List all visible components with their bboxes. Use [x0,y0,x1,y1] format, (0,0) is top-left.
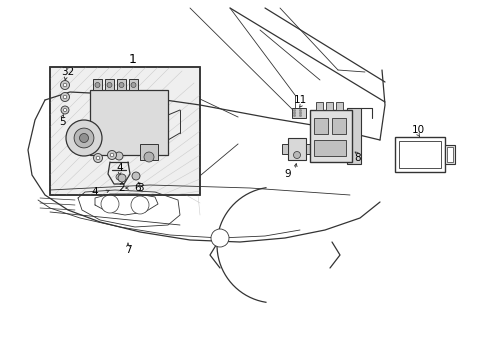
Circle shape [131,196,149,214]
Circle shape [293,110,295,111]
Text: 6: 6 [134,183,141,193]
Bar [444,145,454,164]
Text: 3: 3 [137,183,143,193]
Circle shape [107,82,112,87]
Bar [291,108,305,118]
Bar [50,67,200,195]
Bar [105,79,114,90]
Circle shape [63,83,67,87]
Circle shape [131,82,136,87]
Bar [446,147,452,162]
Text: 8: 8 [354,153,361,163]
Circle shape [80,134,88,143]
Bar [325,102,332,110]
Circle shape [210,229,228,247]
Circle shape [66,120,102,156]
Circle shape [299,112,301,114]
Circle shape [299,110,301,111]
Circle shape [115,152,123,160]
Bar [90,90,168,155]
Text: 2: 2 [119,183,125,193]
Text: 5: 5 [59,117,65,127]
Text: 4: 4 [92,187,98,197]
Circle shape [293,115,295,116]
Circle shape [63,95,67,99]
Circle shape [107,150,116,159]
Text: 1: 1 [128,53,136,66]
Text: 9: 9 [284,169,291,179]
Bar [129,79,138,90]
Bar [313,118,327,134]
Circle shape [132,172,140,180]
Circle shape [116,174,122,180]
Bar [346,108,360,164]
Circle shape [63,108,66,112]
Circle shape [110,153,114,157]
Bar [282,144,287,154]
Circle shape [61,81,69,90]
Circle shape [119,82,124,87]
Circle shape [293,112,295,114]
Bar [398,141,440,168]
Circle shape [61,106,69,114]
Bar [50,67,200,195]
Bar [315,102,323,110]
Circle shape [95,82,100,87]
Bar [394,137,444,172]
Bar [331,118,346,134]
Text: 10: 10 [410,125,424,135]
Circle shape [118,174,126,182]
Circle shape [96,156,100,160]
Circle shape [101,195,119,213]
Bar [335,102,342,110]
Text: 7: 7 [124,245,131,255]
Bar [309,110,351,162]
Text: 32: 32 [61,67,75,77]
Bar [287,138,305,160]
Bar [313,140,346,156]
Bar [305,144,311,154]
Bar [117,79,126,90]
Bar [140,144,158,160]
Text: 11: 11 [293,95,306,105]
Circle shape [61,93,69,102]
Text: 4: 4 [117,163,123,173]
Circle shape [93,153,102,162]
Circle shape [293,152,300,158]
Circle shape [74,128,94,148]
Circle shape [299,115,301,116]
Circle shape [143,152,154,162]
Bar [93,79,102,90]
